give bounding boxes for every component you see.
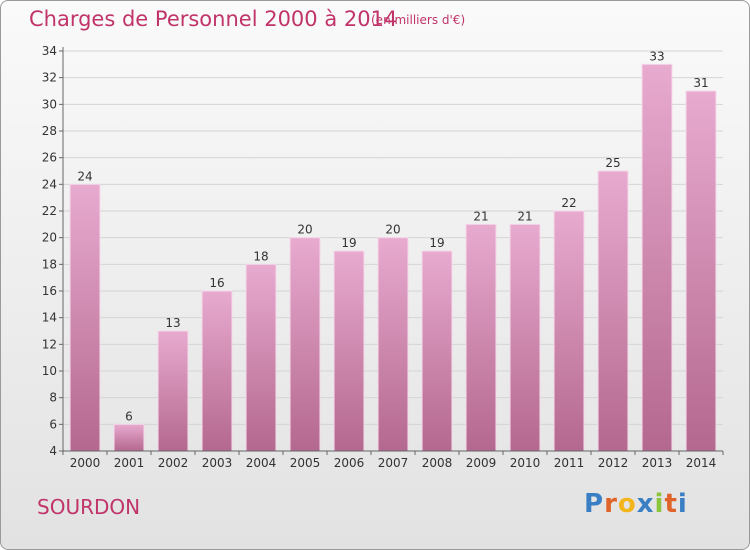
x-tick-label-2002: 2002 [158,456,189,470]
x-tick-label-2000: 2000 [70,456,101,470]
x-tick-label-2008: 2008 [422,456,453,470]
bar-2014 [685,90,717,452]
logo-letter: o [617,489,637,519]
y-tick-label: 6 [49,417,57,431]
bar-2006 [333,250,365,452]
bar-2007 [377,237,409,452]
y-tick-label: 10 [42,364,57,378]
data-label-2008: 19 [429,236,444,250]
bar-2000 [69,183,101,452]
y-tick-label: 16 [42,284,57,298]
x-tick-label-2005: 2005 [290,456,321,470]
y-tick-label: 18 [42,257,57,271]
chart-title: Charges de Personnel 2000 à 2014 [29,7,398,31]
y-tick-label: 26 [42,151,57,165]
proxiti-logo: Proxiti [584,489,688,519]
x-tick-label-2012: 2012 [598,456,629,470]
data-label-2012: 25 [605,156,620,170]
x-axis: 2000 2001 2002 2003 2004 2005 2006 2007 2008 2009… [62,450,724,470]
data-label-2007: 20 [385,223,400,237]
y-tick-label: 24 [42,177,57,191]
y-axis: 4 6 8 10 12 14 16 18 20 22 24 26 28 30 32 34 [42,44,64,458]
x-tick-label-2014: 2014 [686,456,717,470]
x-tick-label-2009: 2009 [466,456,497,470]
bar-2011 [553,210,585,452]
data-label-2013: 33 [649,49,664,63]
logo-letter: t [664,489,678,519]
logo-letter: x [636,489,655,519]
y-tick-label: 34 [42,44,57,58]
chart-subtitle: (en milliers d'€) [371,13,466,27]
logo-letter: r [604,489,618,519]
bar-2012 [597,170,629,452]
data-label-2001: 6 [125,409,133,423]
bar-2004 [245,263,277,452]
y-tick-label: 4 [49,444,57,458]
y-tick-label: 32 [42,71,57,85]
logo-letter: i [677,489,688,519]
data-label-2010: 21 [517,209,532,223]
y-tick-label: 20 [42,231,57,245]
x-tick-label-2007: 2007 [378,456,409,470]
y-tick-label: 30 [42,97,57,111]
bar-2005 [289,237,321,452]
y-tick-label: 8 [49,391,57,405]
x-tick-label-2013: 2013 [642,456,673,470]
bar-2008 [421,250,453,452]
x-tick-label-2004: 2004 [246,456,277,470]
x-tick-label-2011: 2011 [554,456,585,470]
data-label-2003: 16 [209,276,224,290]
bar-2002 [157,330,189,452]
y-tick-label: 12 [42,337,57,351]
y-tick-label: 14 [42,311,57,325]
bar-2013 [641,63,673,452]
city-name: SOURDON [37,495,141,519]
logo-letter: i [654,489,665,519]
x-tick-label-2010: 2010 [510,456,541,470]
data-label-2004: 18 [253,249,268,263]
bars: 24 6 13 16 18 20 19 20 19 21 21 22 25 33 31 [69,49,717,452]
data-label-2009: 21 [473,209,488,223]
data-label-2014: 31 [693,76,708,90]
x-tick-label-2001: 2001 [114,456,145,470]
bar-2001 [113,423,145,452]
bar-2003 [201,290,233,452]
data-label-2006: 19 [341,236,356,250]
data-label-2005: 20 [297,223,312,237]
logo-letter: P [584,489,605,519]
y-tick-label: 28 [42,124,57,138]
data-label-2002: 13 [165,316,180,330]
y-tick-label: 22 [42,204,57,218]
data-label-2000: 24 [77,169,92,183]
x-tick-label-2006: 2006 [334,456,365,470]
x-tick-label-2003: 2003 [202,456,233,470]
bar-2009 [465,223,497,452]
data-label-2011: 22 [561,196,576,210]
bar-2010 [509,223,541,452]
